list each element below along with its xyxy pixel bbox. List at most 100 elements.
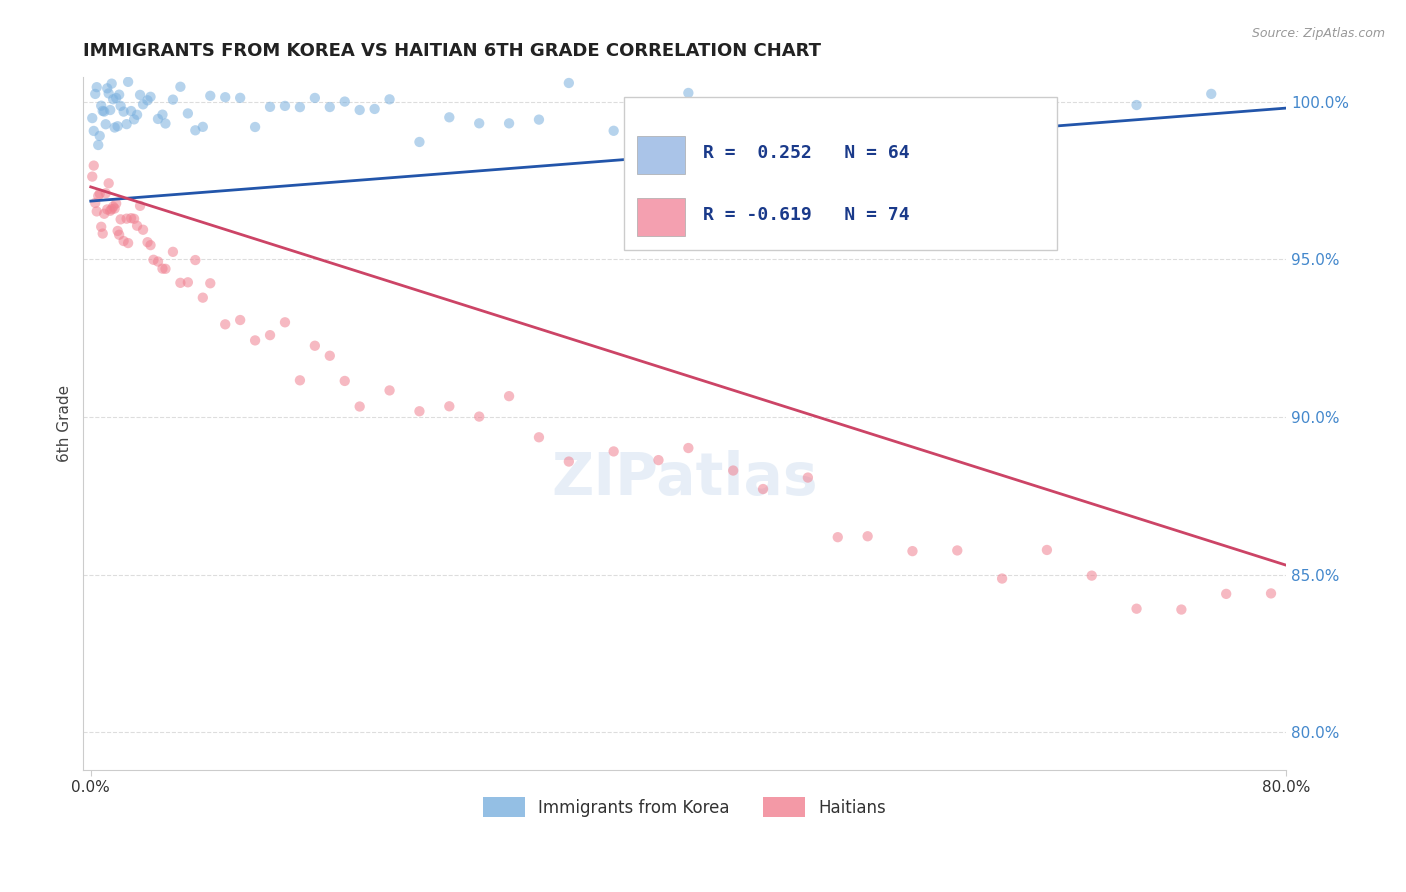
- Point: [1260, 586, 1282, 600]
- Point: [200, 277, 222, 291]
- Point: [97, 87, 120, 101]
- Point: [856, 529, 879, 543]
- Point: [439, 111, 461, 125]
- Point: [132, 223, 155, 237]
- Point: [304, 91, 326, 105]
- Point: [87, 189, 110, 203]
- Point: [105, 91, 128, 105]
- Point: [108, 227, 131, 242]
- Point: [498, 389, 520, 403]
- Point: [363, 102, 385, 116]
- Point: [107, 120, 129, 134]
- Point: [1215, 587, 1237, 601]
- Point: [129, 199, 152, 213]
- Point: [89, 128, 111, 143]
- Point: [304, 339, 326, 353]
- Point: [349, 103, 371, 117]
- Point: [101, 92, 124, 106]
- Point: [120, 103, 142, 118]
- Point: [98, 103, 121, 117]
- Point: [142, 252, 165, 267]
- Point: [229, 91, 252, 105]
- Point: [259, 100, 281, 114]
- Point: [259, 328, 281, 343]
- Point: [162, 93, 184, 107]
- Point: [274, 99, 297, 113]
- Point: [100, 202, 122, 216]
- FancyBboxPatch shape: [624, 97, 1057, 250]
- Point: [200, 88, 222, 103]
- Point: [797, 470, 820, 484]
- Point: [527, 430, 550, 444]
- Point: [108, 87, 131, 102]
- Point: [752, 139, 775, 153]
- Point: [120, 211, 142, 226]
- Point: [155, 261, 177, 276]
- Point: [83, 159, 105, 173]
- Point: [946, 543, 969, 558]
- Point: [1125, 601, 1147, 615]
- Text: Source: ZipAtlas.com: Source: ZipAtlas.com: [1251, 27, 1385, 40]
- Point: [752, 482, 775, 496]
- Point: [439, 399, 461, 413]
- Bar: [637, 136, 685, 174]
- Point: [333, 374, 356, 388]
- Point: [84, 196, 107, 211]
- Point: [191, 120, 214, 134]
- Point: [1170, 602, 1192, 616]
- Point: [901, 544, 924, 558]
- Point: [214, 318, 236, 332]
- Point: [274, 315, 297, 329]
- Point: [319, 100, 342, 114]
- Point: [110, 212, 132, 227]
- Point: [87, 138, 110, 153]
- Point: [1080, 568, 1102, 582]
- Point: [468, 409, 491, 424]
- Point: [122, 211, 145, 226]
- Point: [229, 313, 252, 327]
- Point: [558, 76, 581, 90]
- Point: [100, 77, 122, 91]
- Point: [115, 211, 138, 226]
- Point: [96, 202, 118, 217]
- Point: [155, 116, 177, 130]
- Point: [288, 373, 311, 387]
- Point: [602, 124, 624, 138]
- Point: [408, 135, 430, 149]
- Point: [1199, 87, 1222, 101]
- Point: [93, 104, 115, 119]
- Point: [177, 275, 200, 289]
- Point: [83, 124, 105, 138]
- Point: [117, 235, 139, 250]
- Point: [827, 111, 849, 125]
- Point: [146, 112, 169, 126]
- Point: [1125, 98, 1147, 112]
- Point: [184, 123, 207, 137]
- Point: [152, 261, 174, 276]
- Point: [96, 81, 118, 95]
- Point: [101, 200, 124, 214]
- Point: [408, 404, 430, 418]
- Point: [125, 108, 148, 122]
- Point: [104, 202, 127, 216]
- Point: [136, 235, 159, 250]
- Point: [184, 253, 207, 268]
- Point: [333, 95, 356, 109]
- Point: [191, 291, 214, 305]
- Point: [89, 186, 111, 201]
- Point: [91, 103, 114, 118]
- Point: [527, 112, 550, 127]
- Y-axis label: 6th Grade: 6th Grade: [58, 384, 72, 462]
- Point: [146, 254, 169, 268]
- Point: [105, 196, 128, 211]
- Point: [94, 117, 117, 131]
- Point: [136, 93, 159, 107]
- Point: [378, 384, 401, 398]
- Point: [125, 219, 148, 233]
- Point: [678, 86, 700, 100]
- Point: [94, 186, 117, 201]
- Text: ZIPatlas: ZIPatlas: [551, 450, 818, 508]
- Text: R = -0.619   N = 74: R = -0.619 N = 74: [703, 206, 910, 224]
- Point: [84, 87, 107, 101]
- Point: [117, 75, 139, 89]
